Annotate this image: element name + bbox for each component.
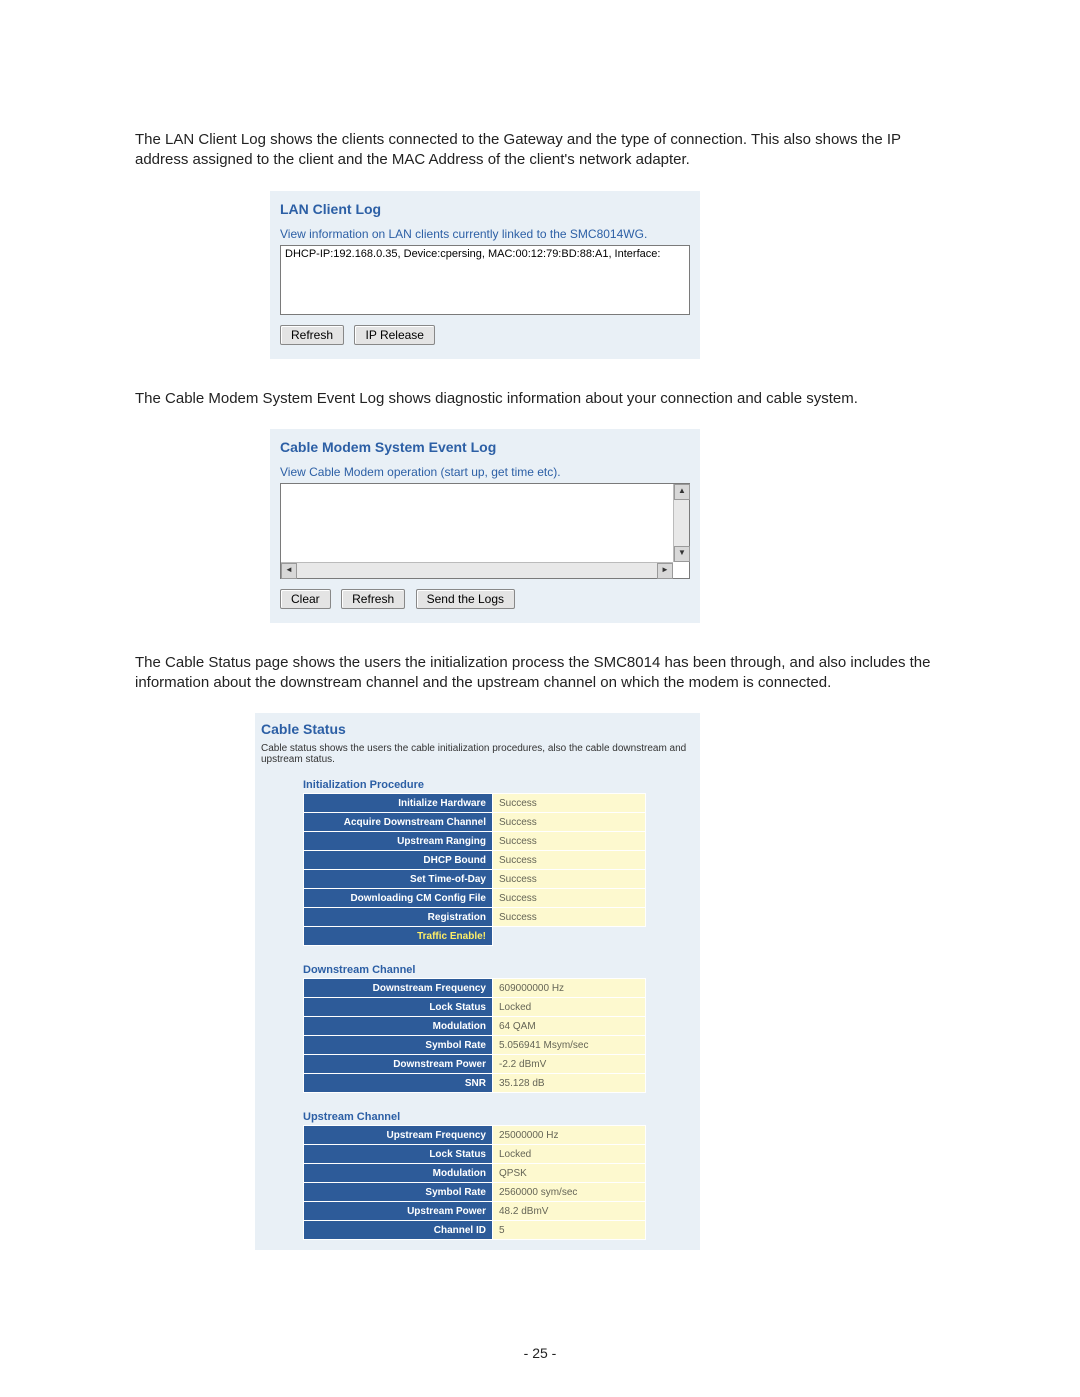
table-row: Modulation64 QAM [304, 1017, 646, 1036]
init-procedure-header: Initialization Procedure [303, 779, 696, 791]
refresh-button[interactable]: Refresh [280, 325, 344, 345]
scroll-left-icon[interactable]: ◄ [281, 563, 297, 579]
row-value: Success [493, 889, 646, 908]
page: The LAN Client Log shows the clients con… [0, 0, 1080, 1397]
table-row: Downstream Power-2.2 dBmV [304, 1055, 646, 1074]
table-row: Channel ID5 [304, 1221, 646, 1240]
lan-client-log-panel: LAN Client Log View information on LAN c… [270, 191, 700, 359]
event-panel-subtitle: View Cable Modem operation (start up, ge… [280, 465, 690, 479]
row-key: Lock Status [304, 1145, 493, 1164]
row-value: 5 [493, 1221, 646, 1240]
send-logs-button[interactable]: Send the Logs [416, 589, 515, 609]
downstream-header: Downstream Channel [303, 964, 696, 976]
row-value: Success [493, 851, 646, 870]
paragraph-1: The LAN Client Log shows the clients con… [135, 130, 945, 171]
init-procedure-table: Initialize HardwareSuccessAcquire Downst… [303, 793, 646, 946]
lan-client-list[interactable]: DHCP-IP:192.168.0.35, Device:cpersing, M… [280, 245, 690, 315]
row-value: Success [493, 832, 646, 851]
lan-panel-title: LAN Client Log [280, 201, 690, 217]
row-value: 35.128 dB [493, 1074, 646, 1093]
row-value: Success [493, 870, 646, 889]
scroll-up-icon[interactable]: ▲ [674, 484, 690, 500]
table-row: Set Time-of-DaySuccess [304, 870, 646, 889]
row-key: Modulation [304, 1017, 493, 1036]
event-panel-title: Cable Modem System Event Log [280, 439, 690, 455]
row-key: Lock Status [304, 998, 493, 1017]
row-value: Locked [493, 998, 646, 1017]
clear-button[interactable]: Clear [280, 589, 331, 609]
cable-status-panel: Cable Status Cable status shows the user… [255, 713, 700, 1250]
scroll-right-icon[interactable]: ► [657, 563, 673, 579]
row-key: Channel ID [304, 1221, 493, 1240]
upstream-header: Upstream Channel [303, 1111, 696, 1123]
table-row: Lock StatusLocked [304, 1145, 646, 1164]
row-value: -2.2 dBmV [493, 1055, 646, 1074]
row-key: Downloading CM Config File [304, 889, 493, 908]
row-value: Locked [493, 1145, 646, 1164]
row-key: Initialize Hardware [304, 794, 493, 813]
upstream-table: Upstream Frequency25000000 HzLock Status… [303, 1125, 646, 1240]
row-value: Success [493, 813, 646, 832]
table-row: Symbol Rate2560000 sym/sec [304, 1183, 646, 1202]
table-row: DHCP BoundSuccess [304, 851, 646, 870]
row-key: Set Time-of-Day [304, 870, 493, 889]
cable-status-title: Cable Status [261, 721, 696, 737]
row-key: Acquire Downstream Channel [304, 813, 493, 832]
row-key: Symbol Rate [304, 1183, 493, 1202]
paragraph-3: The Cable Status page shows the users th… [135, 653, 945, 694]
table-row: Acquire Downstream ChannelSuccess [304, 813, 646, 832]
scroll-down-icon[interactable]: ▼ [674, 546, 690, 562]
cable-status-subtitle: Cable status shows the users the cable i… [261, 743, 696, 765]
row-value: QPSK [493, 1164, 646, 1183]
row-key: Downstream Power [304, 1055, 493, 1074]
event-log-textarea[interactable]: ▲ ▼ ◄ ► [280, 483, 690, 579]
row-key: Downstream Frequency [304, 979, 493, 998]
event-button-row: Clear Refresh Send the Logs [280, 589, 690, 609]
lan-panel-subtitle: View information on LAN clients currentl… [280, 227, 690, 241]
row-value: 25000000 Hz [493, 1126, 646, 1145]
table-row: Downstream Frequency609000000 Hz [304, 979, 646, 998]
row-value: 48.2 dBmV [493, 1202, 646, 1221]
row-value: 64 QAM [493, 1017, 646, 1036]
table-row: Upstream RangingSuccess [304, 832, 646, 851]
traffic-enable-label: Traffic Enable! [304, 927, 493, 946]
table-row: RegistrationSuccess [304, 908, 646, 927]
traffic-enable-row: Traffic Enable! [304, 927, 646, 946]
paragraph-2: The Cable Modem System Event Log shows d… [135, 389, 945, 409]
page-number: - 25 - [0, 1345, 1080, 1361]
row-value: Success [493, 908, 646, 927]
row-key: DHCP Bound [304, 851, 493, 870]
lan-client-entry: DHCP-IP:192.168.0.35, Device:cpersing, M… [285, 248, 685, 260]
table-row: Upstream Frequency25000000 Hz [304, 1126, 646, 1145]
row-value: Success [493, 794, 646, 813]
row-key: Upstream Frequency [304, 1126, 493, 1145]
lan-button-row: Refresh IP Release [280, 325, 690, 345]
row-value: 609000000 Hz [493, 979, 646, 998]
ip-release-button[interactable]: IP Release [354, 325, 434, 345]
row-key: Symbol Rate [304, 1036, 493, 1055]
downstream-table: Downstream Frequency609000000 HzLock Sta… [303, 978, 646, 1093]
table-row: Initialize HardwareSuccess [304, 794, 646, 813]
table-row: Symbol Rate5.056941 Msym/sec [304, 1036, 646, 1055]
table-row: ModulationQPSK [304, 1164, 646, 1183]
row-key: Modulation [304, 1164, 493, 1183]
table-row: Lock StatusLocked [304, 998, 646, 1017]
row-value: 2560000 sym/sec [493, 1183, 646, 1202]
row-value: 5.056941 Msym/sec [493, 1036, 646, 1055]
table-row: SNR35.128 dB [304, 1074, 646, 1093]
row-key: Registration [304, 908, 493, 927]
table-row: Upstream Power48.2 dBmV [304, 1202, 646, 1221]
row-key: Upstream Ranging [304, 832, 493, 851]
row-key: SNR [304, 1074, 493, 1093]
table-row: Downloading CM Config FileSuccess [304, 889, 646, 908]
row-key: Upstream Power [304, 1202, 493, 1221]
event-log-panel: Cable Modem System Event Log View Cable … [270, 429, 700, 623]
refresh-button[interactable]: Refresh [341, 589, 405, 609]
